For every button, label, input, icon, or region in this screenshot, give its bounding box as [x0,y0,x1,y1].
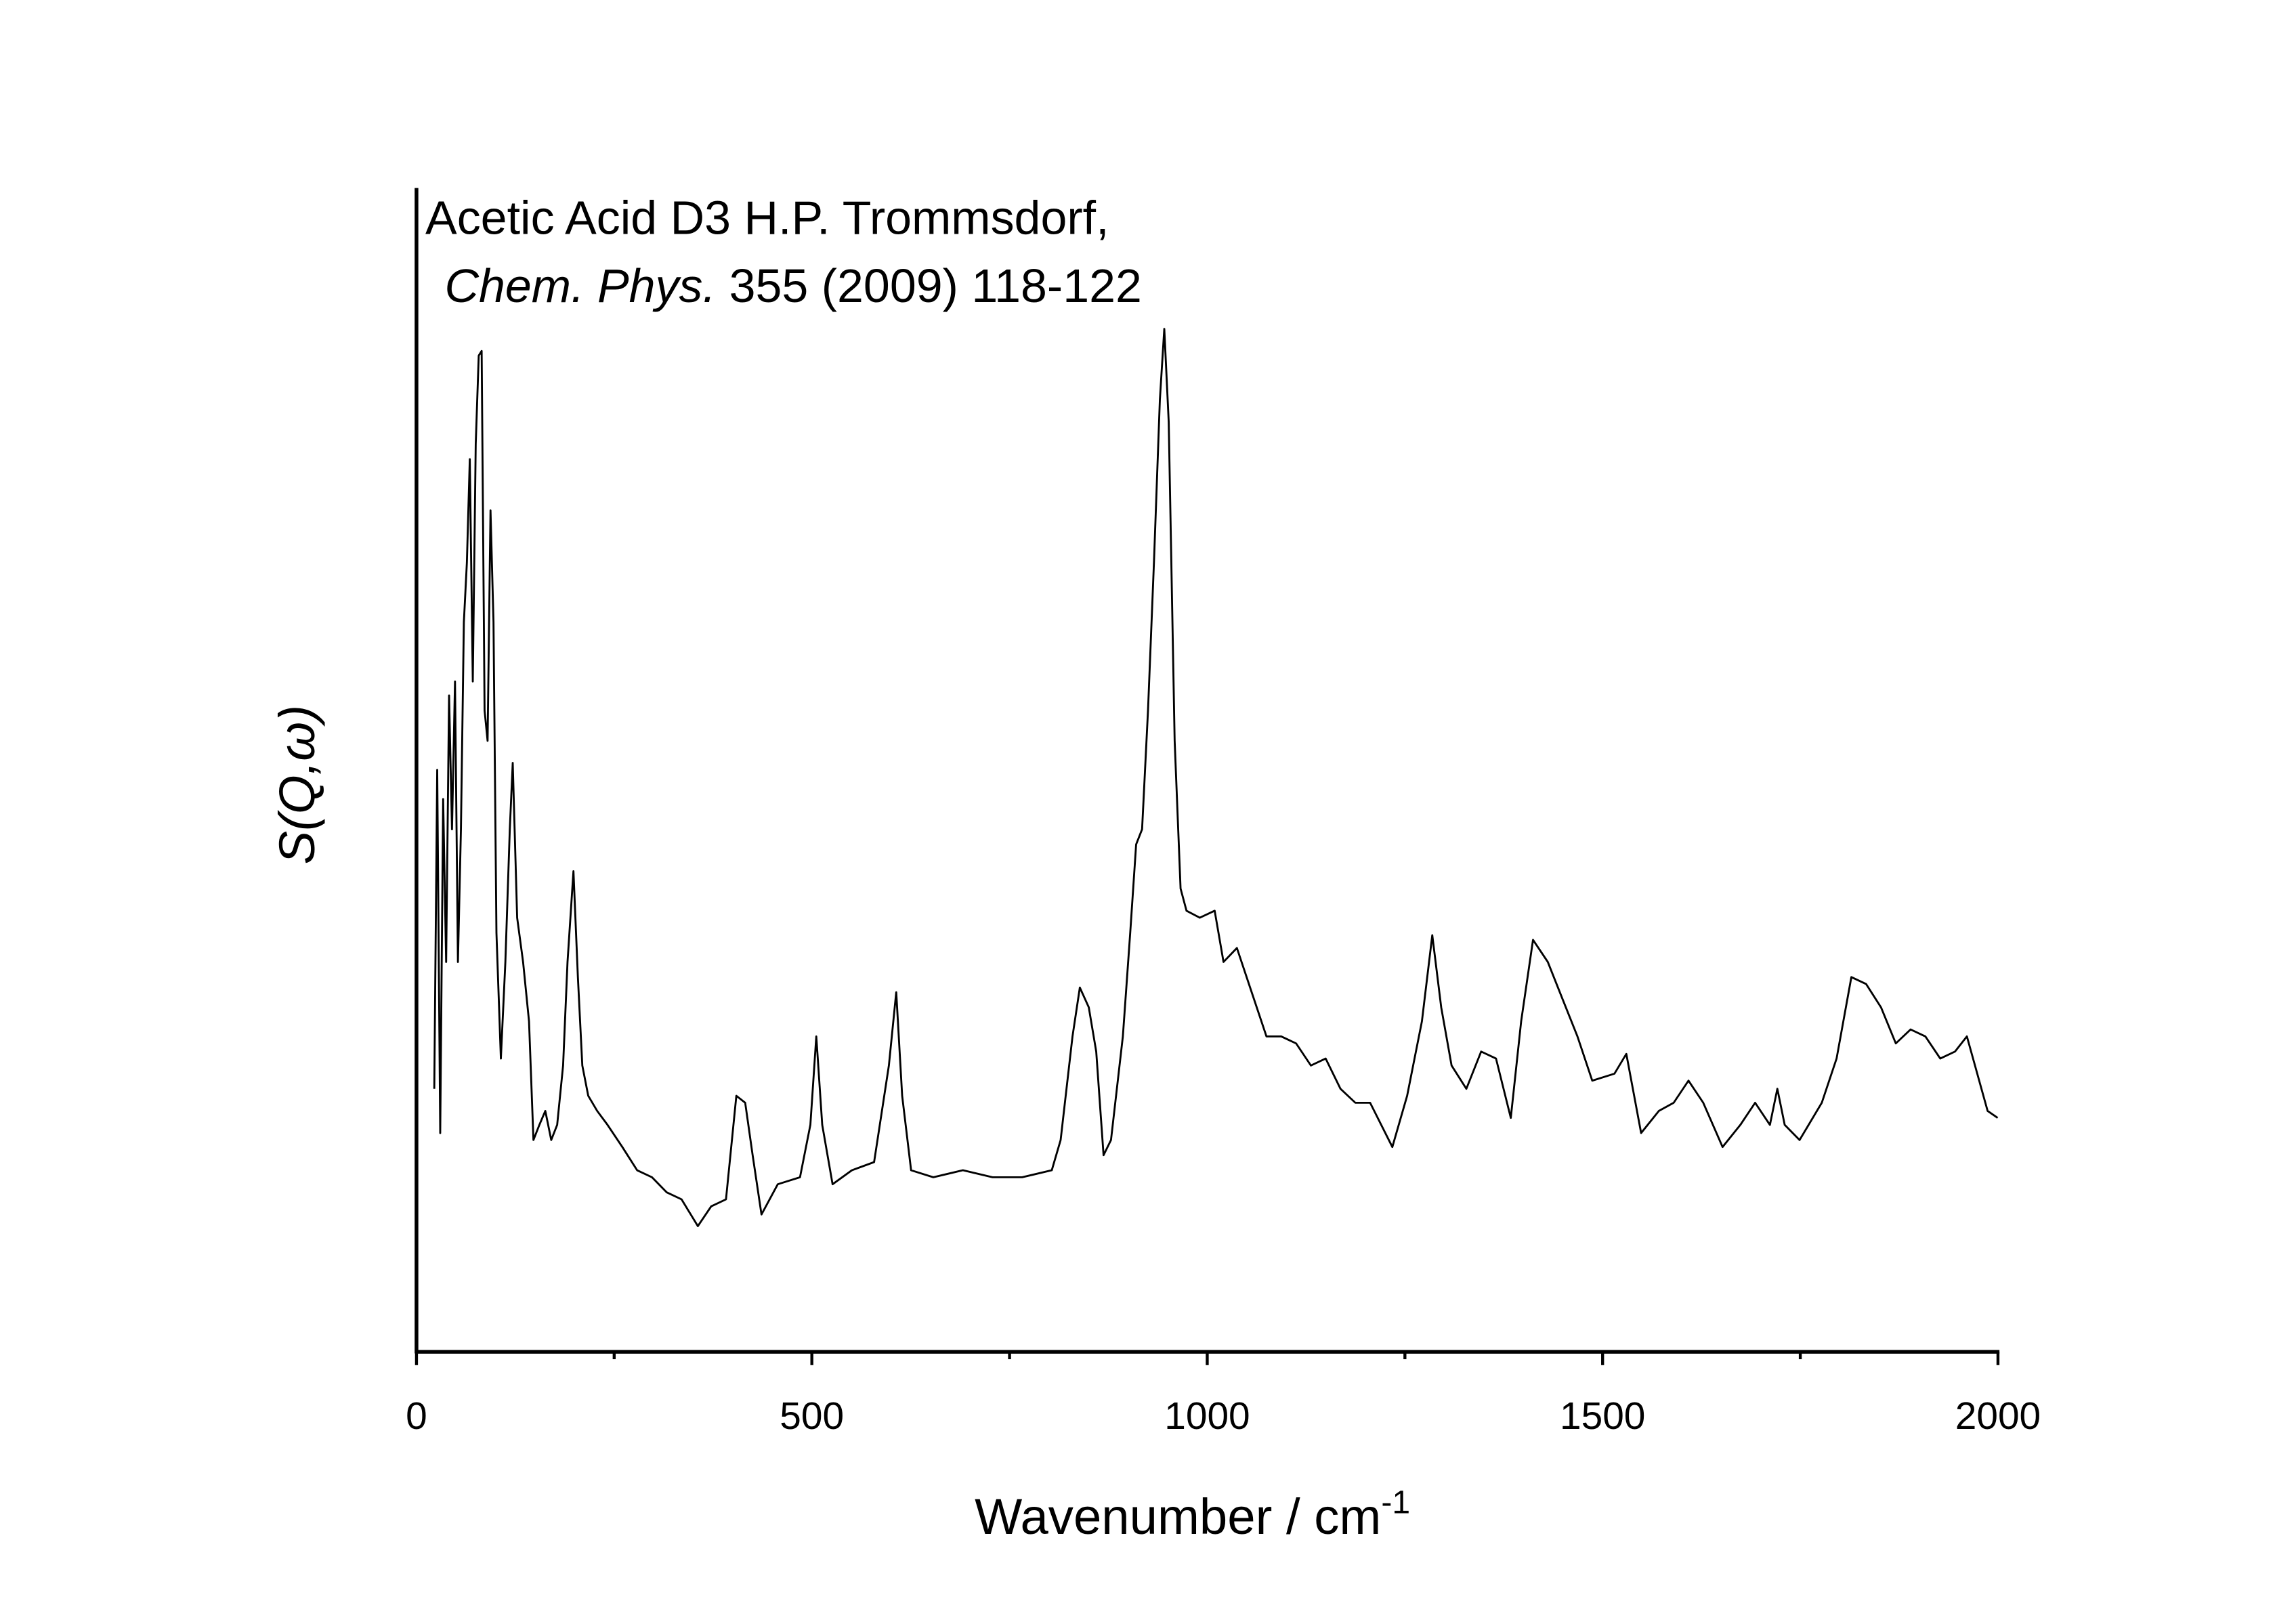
x-tick-label: 2000 [1955,1395,2041,1438]
subtitle-journal: Chem. Phys. [444,259,715,312]
x-tick-label: 1000 [1164,1395,1250,1438]
spectrum-line [433,328,1999,1227]
subtitle-ref: 355 (2009) 118-122 [729,259,1142,312]
x-axis-label-text: Wavenumber / cm [975,1489,1381,1545]
y-axis-label: S(Q,ω) [269,705,325,864]
x-tick-label: 0 [406,1395,427,1438]
chart-title: Acetic Acid D3 H.P. Trommsdorf, [425,191,1109,244]
x-tick-label: 500 [780,1395,844,1438]
x-axis-label-superscript: -1 [1381,1484,1410,1520]
x-tick-label: 1500 [1560,1395,1645,1438]
chart-subtitle: Chem. Phys. 355 (2009) 118-122 [444,259,1141,312]
x-axis-label: Wavenumber / cm-1 [975,1484,1410,1545]
